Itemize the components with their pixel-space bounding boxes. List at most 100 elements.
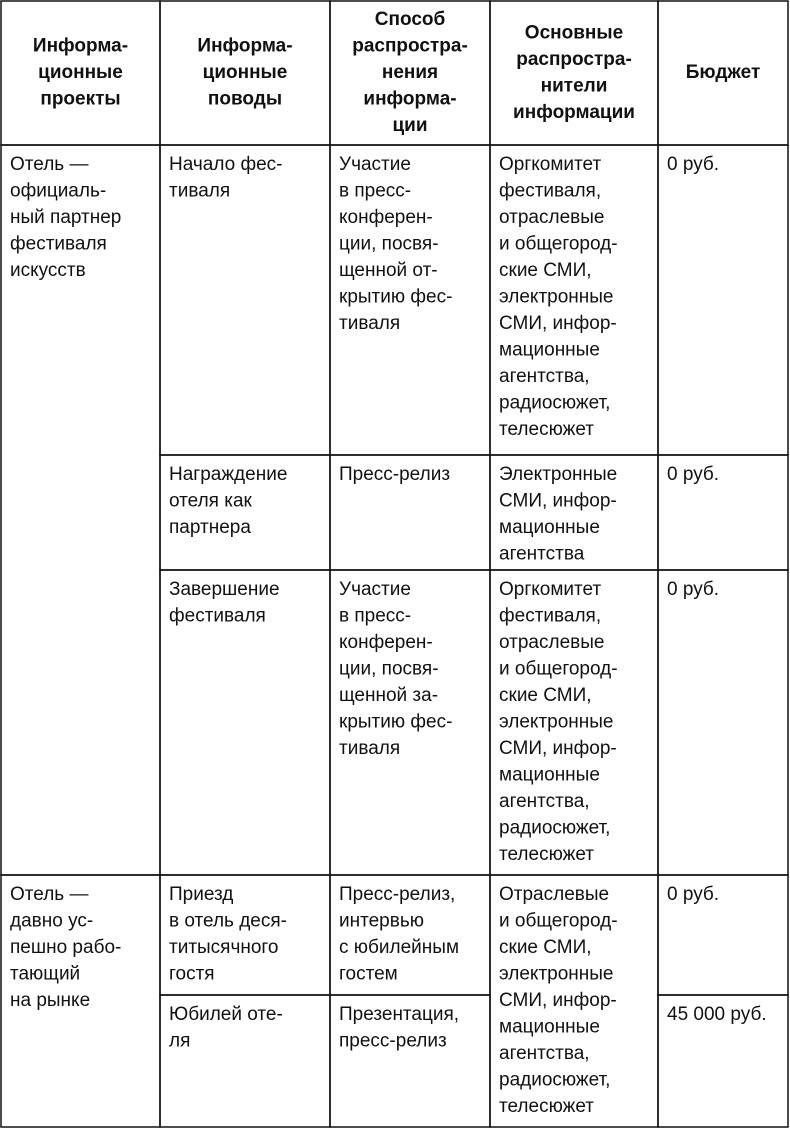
cell-text: ции, посвя- [339,234,439,255]
header-text: Основные [525,22,623,43]
header-text: Способ [375,9,445,30]
cell-text: телесюжет [499,1096,594,1117]
cell [657,994,789,1128]
cell-text: мационные [499,1017,600,1038]
cell-text: Отель — [10,154,88,175]
cell-text: в отель деся- [169,911,287,932]
header-text: Информа- [197,36,292,57]
cell-text: гостя [169,964,215,985]
cell-text: пешно рабо- [10,937,121,958]
cell-text: мационные [499,765,600,786]
cell-text: мационные [499,517,600,538]
header-text: нения [382,62,438,83]
cell-text: радиосюжет, [499,1070,610,1091]
cell-text: отраслевые [499,207,604,228]
cell-text: электронные [499,287,614,308]
cell-text: Юбилей оте- [169,1004,283,1025]
cell-text: партнера [169,517,251,538]
cell-text: ские СМИ, [499,260,592,281]
cell-text: тиваля [339,738,400,759]
cell-text: агентства, [499,366,590,387]
cell-text: СМИ, инфор- [499,491,617,512]
cell-text: и общегород- [499,234,618,255]
cell-text: 0 руб. [667,154,719,175]
cell-text: в пресс- [339,606,411,627]
cell-text: Пресс-релиз, [339,884,455,905]
cell-text: 0 руб. [667,884,719,905]
cell-text: щенной за- [339,685,438,706]
cell-text: Оргкомитет [499,579,601,600]
cell-text: с юбилейным [339,937,459,958]
cell [657,144,789,456]
cell-text: 0 руб. [667,464,719,485]
cell-text: Отель — [10,884,88,905]
cell [329,994,491,1128]
header-text: нители [541,75,608,96]
cell-text: фестиваля [10,234,107,255]
cell-text: электронные [499,964,614,985]
cell-text: Электронные [499,464,617,485]
header-text: распростра- [352,36,468,57]
cell-text: Участие [339,154,411,175]
cell [657,569,789,876]
cell-text: СМИ, инфор- [499,738,617,759]
cell-text: Пресс-релиз [339,464,450,485]
cell-text: Отраслевые [499,884,609,905]
header-text: распростра- [516,49,632,70]
cell-text: ля [169,1031,190,1052]
cell-text: агентства [499,544,585,565]
cell-text: гостем [339,964,398,985]
header-text: поводы [208,89,282,110]
header-text: информации [513,102,635,123]
header-text: ционные [38,62,123,83]
cell-text: ный партнер [10,207,121,228]
cell-text: давно ус- [10,911,93,932]
cell-text: Презентация, [339,1004,459,1025]
cell-text: в пресс- [339,181,411,202]
header-text: информа- [363,89,456,110]
cell-text: Награждение [169,464,287,485]
cell-text: СМИ, инфор- [499,313,617,334]
cell-text: ские СМИ, [499,937,592,958]
header-text: Информа- [33,36,128,57]
cell-text: Начало фес- [169,154,283,175]
cell-text: фестиваля [169,606,266,627]
cell-text: СМИ, инфор- [499,990,617,1011]
header-text: Бюджет [686,62,761,83]
cell-text: и общегород- [499,659,618,680]
cell-text: радиосюжет, [499,818,610,839]
cell-text: агентства, [499,791,590,812]
cell-text: Приезд [169,884,233,905]
header-text: ции [392,115,427,136]
cell-text: телесюжет [499,419,594,440]
cell-text: агентства, [499,1043,590,1064]
cell-text: телесюжет [499,844,594,865]
cell-text: официаль- [10,181,106,202]
cell-text: фестиваля, [499,606,601,627]
cell-text: 0 руб. [667,579,719,600]
cell-text: Оргкомитет [499,154,601,175]
cell-text: электронные [499,712,614,733]
cell-text: ские СМИ, [499,685,592,706]
header-text: ционные [203,62,288,83]
cell-text: титысячного [169,937,279,958]
cell-text: тающий [10,964,80,985]
cell-text: 45 000 руб. [667,1004,767,1025]
cell-text: пресс-релиз [339,1031,447,1052]
cell-text: тиваля [339,313,400,334]
cell-text: фестиваля, [499,181,601,202]
cell-text: крытию фес- [339,712,452,733]
cell-text: конферен- [339,207,433,228]
cell-text: мационные [499,340,600,361]
cell-text: интервью [339,911,424,932]
cell-text: радиосюжет, [499,393,610,414]
cell-text: отеля как [169,491,253,512]
cell-text: Завершение [169,579,280,600]
cell-text: и общегород- [499,911,618,932]
cell-text: тиваля [169,181,230,202]
cell-text: ции, посвя- [339,659,439,680]
cell-text: на рынке [10,990,90,1011]
cell-text: отраслевые [499,632,604,653]
